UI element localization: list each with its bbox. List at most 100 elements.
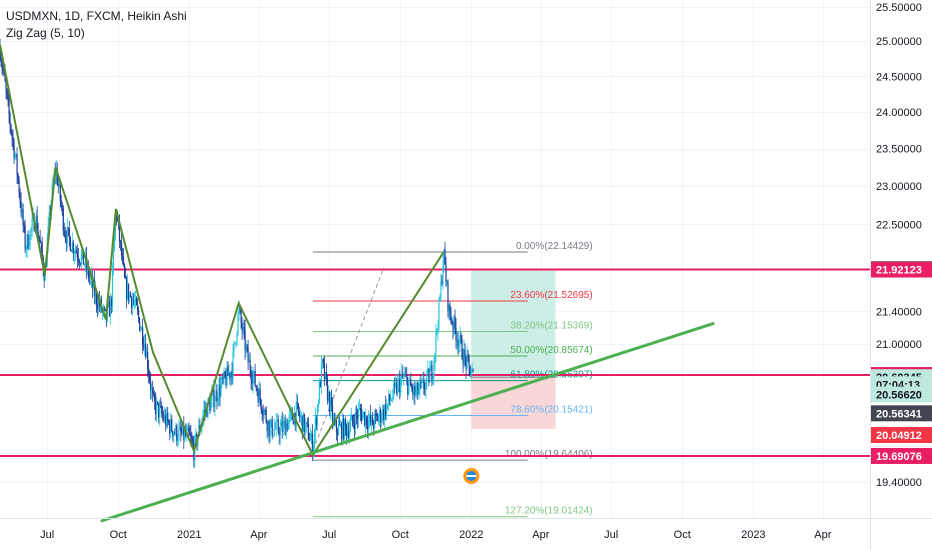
zigzag-line xyxy=(0,44,445,458)
price-tick-label: 22.50000 xyxy=(876,219,922,231)
candle-body xyxy=(377,415,379,422)
candle-body xyxy=(251,380,253,384)
time-tick-label: Apr xyxy=(814,529,831,541)
candle-body xyxy=(259,389,261,400)
candle-body xyxy=(368,420,370,430)
fib-trend-dashed-line[interactable] xyxy=(312,267,385,451)
candle-body xyxy=(28,245,30,249)
candle-body xyxy=(162,413,164,416)
candle-body xyxy=(102,307,105,310)
candle-body xyxy=(408,383,410,395)
candle-body xyxy=(153,393,155,395)
candle-body xyxy=(273,428,275,436)
candle-body xyxy=(256,387,258,392)
candle-body xyxy=(303,413,305,432)
candle-body xyxy=(426,371,428,381)
candle-body xyxy=(43,270,45,281)
horizontal-levels[interactable] xyxy=(0,268,870,457)
time-tick-label: Apr xyxy=(250,529,267,541)
candle-body xyxy=(12,137,14,142)
candle-body xyxy=(354,412,357,430)
candle-body xyxy=(285,423,287,436)
price-badge-label: 20.56620 xyxy=(876,389,922,401)
candle-body xyxy=(346,430,349,437)
loss-zone[interactable] xyxy=(471,377,556,429)
candle-body xyxy=(353,423,356,430)
candle-body xyxy=(463,349,465,365)
candle-body xyxy=(146,351,148,358)
candle-body xyxy=(103,307,106,309)
candle-body xyxy=(233,343,235,351)
candle-body xyxy=(265,410,267,422)
candle-body xyxy=(454,316,456,328)
candle-body xyxy=(124,277,127,279)
candle-body xyxy=(165,415,167,426)
candle-body xyxy=(465,357,467,369)
candle-body xyxy=(387,403,389,405)
time-axis[interactable]: Jul Oct 2021 Apr Jul Oct 2022 Apr Jul Oct 2023 Apr xyxy=(40,529,832,541)
uptrend-line[interactable] xyxy=(100,322,715,523)
candle-body xyxy=(420,381,422,383)
candle-body xyxy=(342,418,345,439)
price-axis[interactable]: 25.50000 25.00000 24.50000 24.00000 23.50000… xyxy=(876,2,922,489)
candle-body xyxy=(62,208,64,231)
candle-body xyxy=(151,389,153,391)
candle-body xyxy=(111,268,114,307)
candle-body xyxy=(120,241,123,257)
candle-body xyxy=(238,308,240,314)
candle-body xyxy=(409,379,411,384)
candle-body xyxy=(386,404,388,416)
candle-body xyxy=(29,230,31,246)
candle-body xyxy=(394,383,396,385)
profit-zone[interactable] xyxy=(471,269,556,378)
candle-body xyxy=(351,415,354,422)
candle-body xyxy=(80,254,82,264)
candle-body xyxy=(271,419,273,436)
candle-body xyxy=(459,335,461,343)
candle-body xyxy=(161,406,163,414)
candle-body xyxy=(357,409,360,419)
candle-body xyxy=(75,250,77,253)
candle-body xyxy=(335,420,338,432)
candle-body xyxy=(383,409,385,420)
candle-body xyxy=(176,425,178,442)
candle-body xyxy=(63,230,65,234)
candle-body xyxy=(453,316,455,330)
indicator-line[interactable]: Zig Zag (5, 10) xyxy=(6,26,85,40)
candle-body xyxy=(467,354,469,357)
candle-body xyxy=(298,412,300,418)
trendline[interactable] xyxy=(100,322,715,523)
candle-body xyxy=(466,354,468,369)
candle-body xyxy=(232,350,234,378)
candle-body xyxy=(366,416,368,426)
candle-body xyxy=(253,371,255,376)
candle-body xyxy=(122,256,125,265)
candle-body xyxy=(300,415,302,417)
symbol-line[interactable]: USDMXN, 1D, FXCM, Heikin Ashi xyxy=(6,9,187,23)
candle-body xyxy=(262,414,264,416)
candle-body xyxy=(1,61,3,67)
candle-body xyxy=(272,435,274,436)
candle-body xyxy=(277,419,279,432)
event-marker[interactable] xyxy=(463,468,480,484)
candle-body xyxy=(240,310,242,323)
fib-level-label: 78.60%(20.15421) xyxy=(510,405,592,416)
candle-body xyxy=(462,358,464,365)
fib-retracement[interactable]: 0.00%(22.14429) 23.60%(21.52695) 38.20%(21… xyxy=(312,241,593,518)
candle-body xyxy=(431,365,433,381)
candle-body xyxy=(8,99,10,115)
price-badge xyxy=(871,447,932,464)
candle-body xyxy=(378,417,380,422)
candle-body xyxy=(447,281,449,312)
candle-body xyxy=(81,249,83,255)
candle-body xyxy=(288,414,290,421)
candle-body xyxy=(370,414,372,424)
candle-body xyxy=(89,276,91,278)
candle-body xyxy=(315,417,317,425)
position-tool[interactable] xyxy=(471,269,556,429)
candle-body xyxy=(17,174,19,180)
candle-body xyxy=(127,283,130,300)
candle-body xyxy=(369,414,371,421)
